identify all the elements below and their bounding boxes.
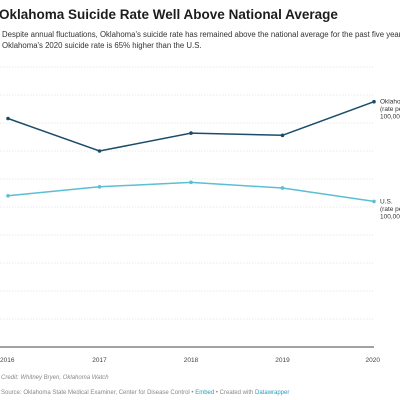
x-tick-label: 2020 [366, 357, 381, 364]
source-text: Source: Oklahoma State Medical Examiner,… [1, 390, 190, 396]
series-label: (rate per [380, 106, 400, 113]
series-labels: Oklahoma(rate per100,000)U.S.(rate per10… [380, 99, 400, 221]
data-point [6, 194, 10, 198]
data-point [97, 149, 102, 153]
created-with-text: Created with [219, 390, 256, 396]
data-point [97, 185, 102, 189]
series-label: (rate per [380, 206, 400, 213]
description-line-2: Oklahoma's 2020 suicide rate is 65% high… [2, 40, 202, 50]
data-point [189, 180, 193, 185]
data-point [280, 186, 285, 190]
x-tick-label: 2018 [184, 357, 199, 364]
data-point [189, 131, 193, 135]
series-line-1 [7, 181, 375, 203]
gridlines [0, 66, 374, 348]
chart-title: Oklahoma Suicide Rate Well Above Nationa… [0, 7, 338, 22]
data-point [280, 133, 285, 138]
series-lines [7, 100, 375, 203]
series-label: U.S. [380, 198, 393, 205]
series-label: Oklahoma [380, 99, 400, 106]
x-axis-ticks: 2016 2017 2018 2019 2020 [0, 357, 380, 364]
datawrapper-link[interactable]: Datawrapper [255, 390, 290, 396]
data-point [372, 99, 376, 104]
series-label: 100,000) [380, 213, 400, 220]
credit-line: Credit: Whitney Bryen, Oklahoma Watch [1, 375, 109, 381]
chart-description: Despite annual fluctuations, Oklahoma's … [2, 30, 400, 51]
series-line-0 [7, 100, 375, 152]
description-line-1: Despite annual fluctuations, Oklahoma's … [2, 30, 400, 39]
x-tick-label: 2019 [275, 357, 290, 364]
series-label: 100,000) [380, 114, 400, 121]
data-point [372, 199, 376, 204]
source-line: Source: Oklahoma State Medical Examiner,… [1, 390, 289, 396]
x-tick-label: 2017 [92, 357, 107, 364]
x-tick-label: 2016 [0, 357, 15, 364]
series-points [6, 99, 376, 204]
separator-1: • [189, 390, 196, 396]
separator-2: • [214, 390, 220, 396]
embed-link[interactable]: Embed [195, 390, 215, 396]
data-point [6, 116, 10, 121]
